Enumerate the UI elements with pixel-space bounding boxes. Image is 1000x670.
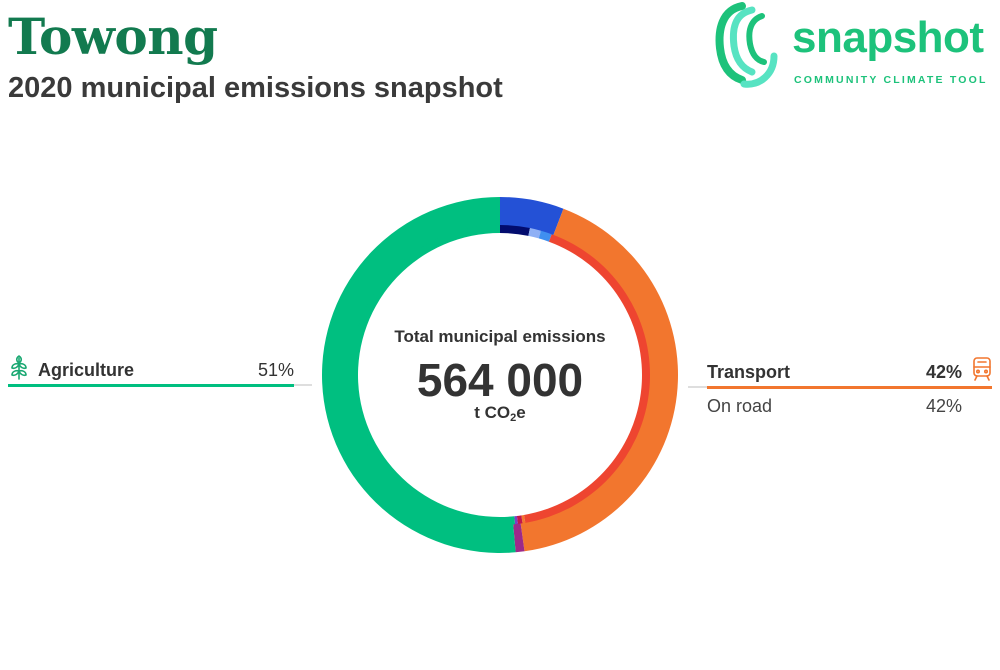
legend-agriculture-percent: 51% [257,360,294,380]
legend-onroad-label: On road [707,396,773,416]
wheat-icon [11,355,27,380]
legend-transport-bar [707,386,992,389]
inner-ring-segment-4 [521,514,526,524]
outer-ring-segment-2 [513,522,525,553]
page-subtitle: 2020 municipal emissions snapshot [8,72,503,104]
inner-ring-segment-2 [538,230,552,242]
outer-ring-segment-3 [322,197,516,553]
inner-ring-segment-5 [516,515,523,524]
inner-ring [350,225,650,525]
inner-ring-segment-0 [500,225,530,236]
page-title: Towong [8,7,218,66]
legend-onroad-percent: 42% [925,396,962,416]
legend-transport[interactable]: Transport 42% On road 42% [707,356,992,426]
outer-ring [322,197,678,553]
legend-transport-percent: 42% [925,362,962,382]
fingerprint-logo-icon [715,2,778,88]
total-unit: t CO2e [474,403,526,424]
snapshot-logo[interactable]: snapshot COMMUNITY CLIMATE TOOL [712,0,1000,92]
inner-ring-segment-1 [528,228,541,239]
legend-agriculture-label: Agriculture [38,360,135,380]
logo-tagline: COMMUNITY CLIMATE TOOL [794,74,988,86]
outer-ring-segment-1 [520,208,678,552]
train-icon [973,357,991,381]
total-label: Total municipal emissions [394,327,606,346]
legend-agriculture-bar [8,384,294,387]
legend-transport-label: Transport [707,362,791,382]
inner-ring-segment-6 [514,515,518,525]
total-value: 564 000 [416,354,584,406]
legend-agriculture[interactable]: Agriculture 51% [8,352,294,392]
logo-wordmark: snapshot [792,13,984,62]
